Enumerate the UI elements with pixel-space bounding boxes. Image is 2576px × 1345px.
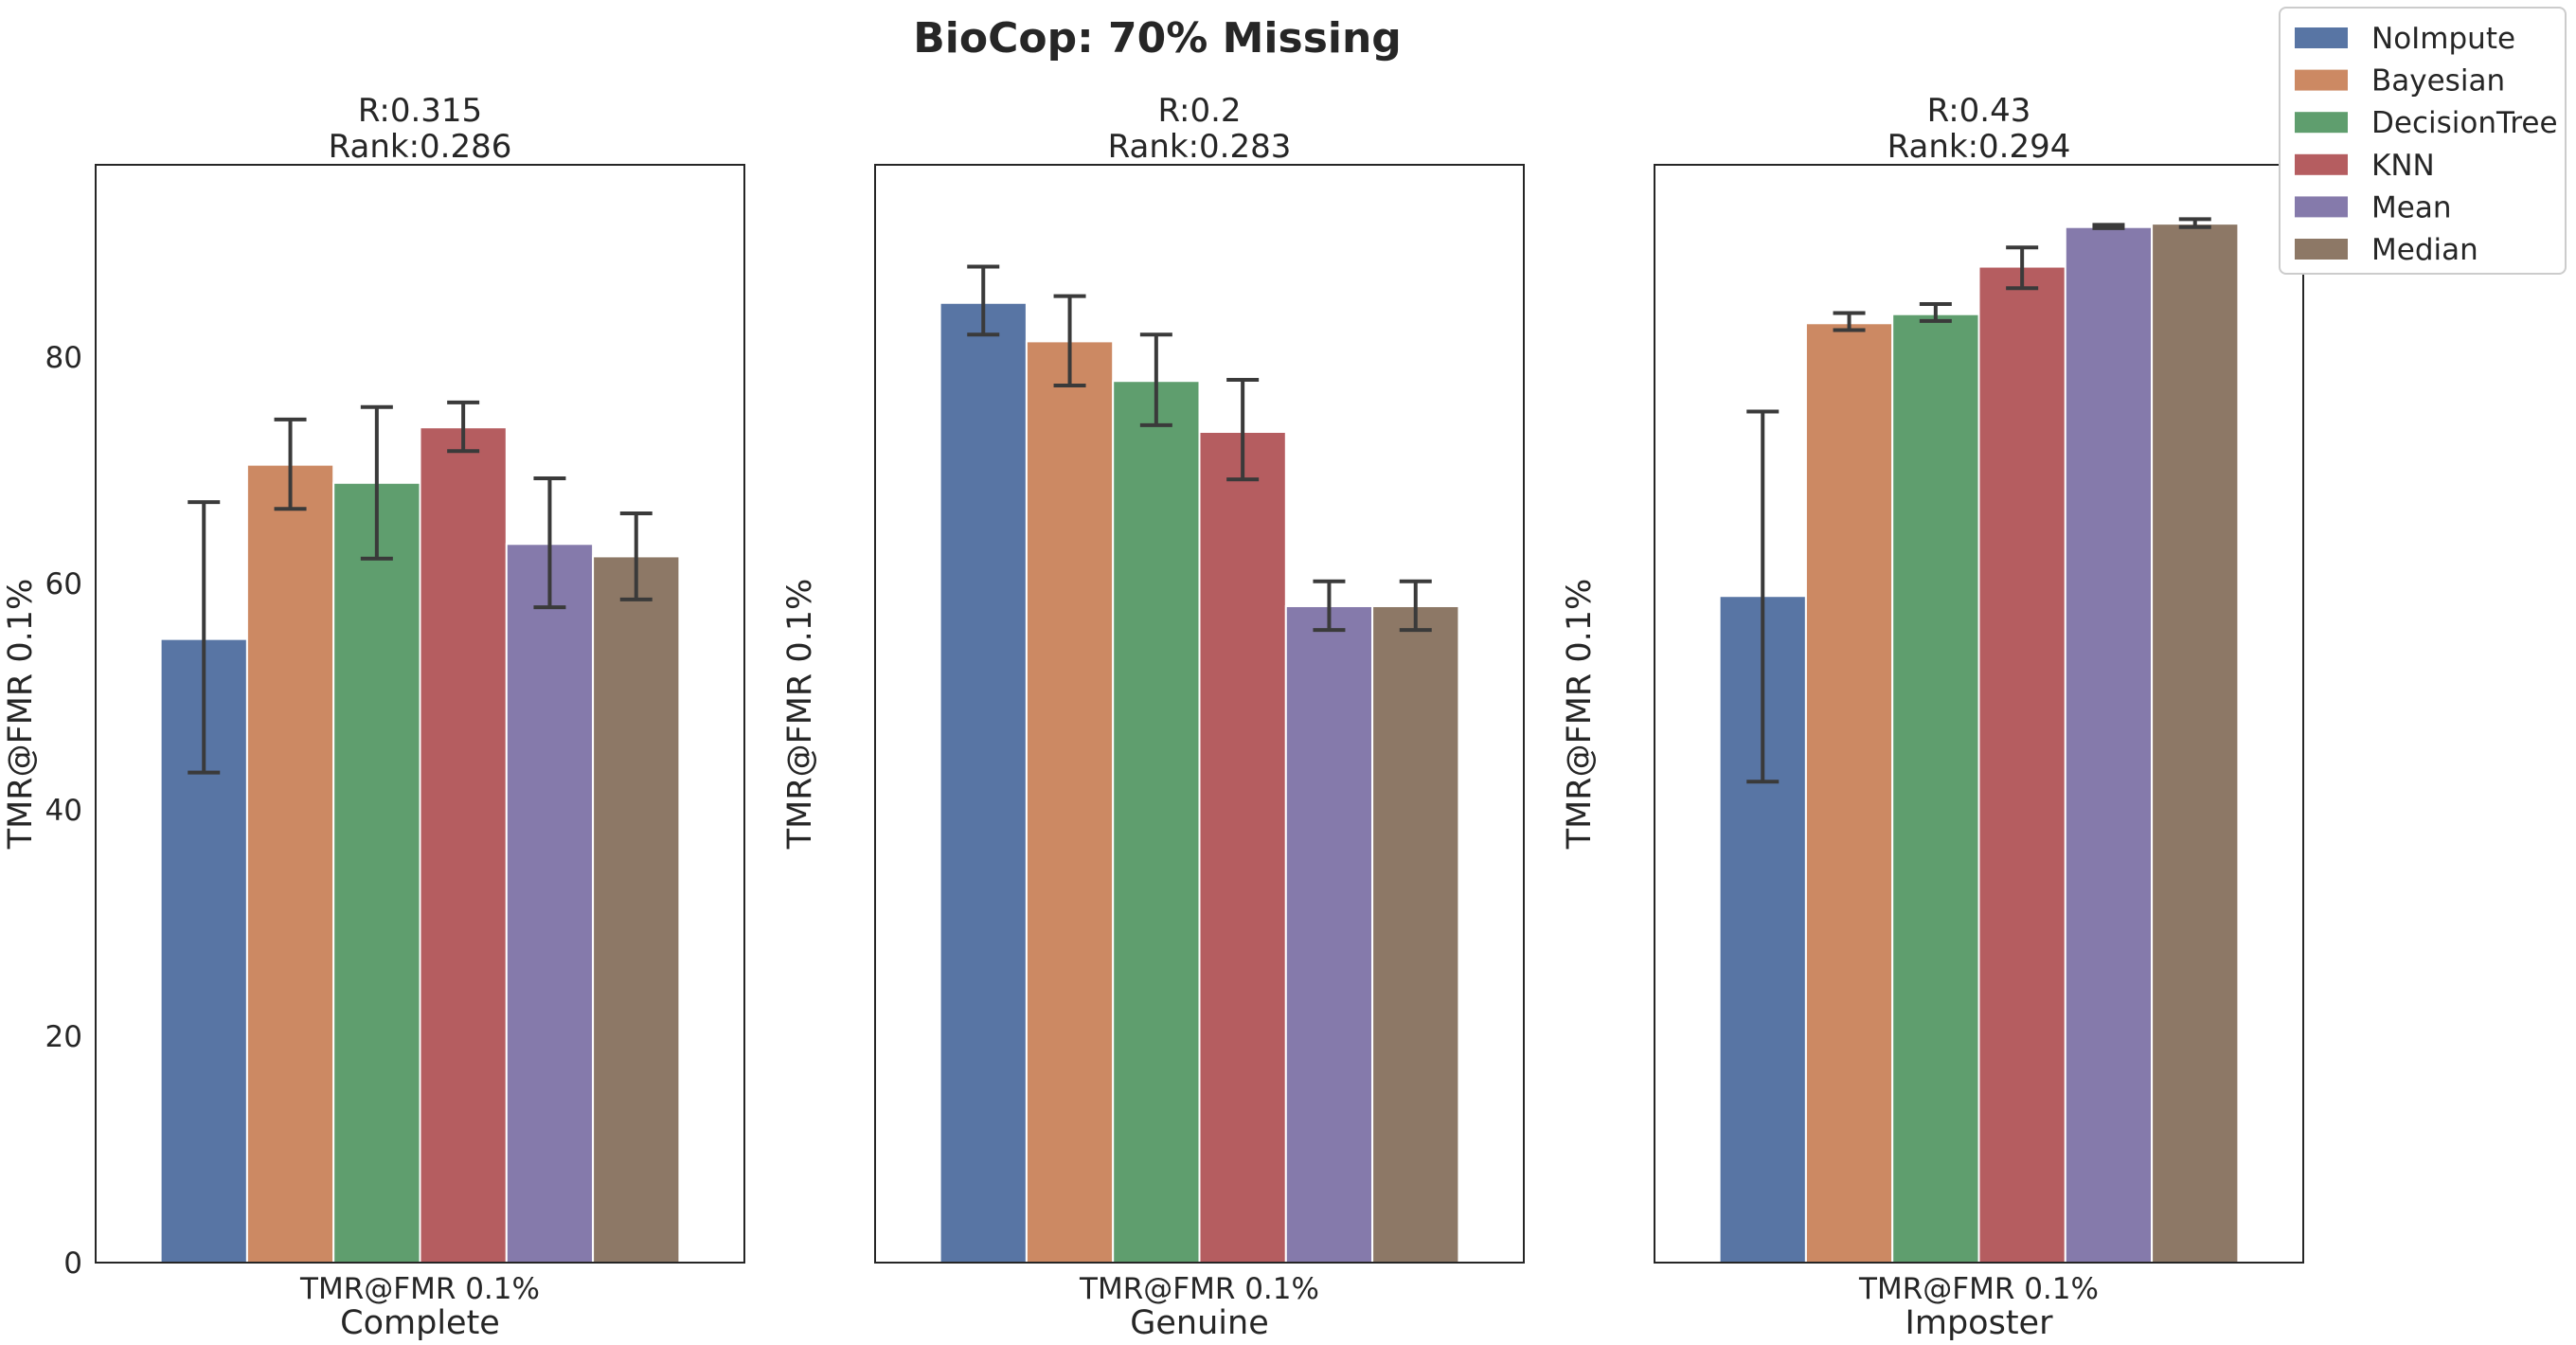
errorbar-knn <box>1226 378 1260 482</box>
subplot-title-rank: Rank:0.286 <box>329 128 512 166</box>
errorbar-median <box>2178 217 2211 229</box>
legend-label: Mean <box>2371 190 2451 224</box>
x-tick-label: TMR@FMR 0.1% <box>1079 1272 1319 1306</box>
errorbar-median <box>1399 579 1432 633</box>
errorbar-median <box>619 511 653 601</box>
legend-label: KNN <box>2371 149 2435 183</box>
bar-mean <box>505 543 595 1264</box>
bar-noimpute <box>939 301 1028 1264</box>
legend: NoImpute Bayesian DecisionTree KNN Mean Media… <box>2279 7 2567 275</box>
legend-item-knn: KNN <box>2295 149 2435 183</box>
subplot-title-r: R:0.315 <box>358 92 482 130</box>
legend-swatch <box>2295 69 2348 91</box>
errorbar-noimpute <box>188 500 221 775</box>
errorbar-decisiontree <box>1139 332 1172 427</box>
bar-decisiontree <box>1891 313 1980 1264</box>
y-axis-label: TMR@FMR 0.1% <box>2 579 40 851</box>
errorbar-mean <box>533 475 566 610</box>
legend-swatch <box>2295 153 2348 175</box>
legend-swatch <box>2295 112 2348 134</box>
errorbar-bayesian <box>1833 311 1866 332</box>
errorbar-knn <box>447 400 480 454</box>
y-axis-label: TMR@FMR 0.1% <box>781 579 819 851</box>
y-tick-label: 0 <box>63 1246 82 1281</box>
errorbar-knn <box>2006 245 2039 291</box>
x-tick-label: TMR@FMR 0.1% <box>299 1272 540 1306</box>
y-tick-label: 60 <box>45 567 82 601</box>
x-axis-label: Complete <box>340 1304 500 1342</box>
x-axis-label: Genuine <box>1130 1304 1268 1342</box>
subplot-title-rank: Rank:0.283 <box>1108 128 1292 166</box>
subplot-title-r: R:0.43 <box>1927 92 2031 130</box>
legend-label: NoImpute <box>2371 22 2515 56</box>
legend-item-median: Median <box>2295 233 2478 267</box>
bar-mean <box>2064 225 2154 1264</box>
legend-label: DecisionTree <box>2371 106 2558 140</box>
bar-knn <box>1977 265 2066 1264</box>
bar-bayesian <box>1025 340 1115 1264</box>
errorbar-noimpute <box>967 264 1000 337</box>
errorbar-decisiontree <box>1919 301 1952 323</box>
x-axis-label: Imposter <box>1905 1304 2054 1342</box>
bar-decisiontree <box>332 481 421 1264</box>
legend-item-noimpute: NoImpute <box>2295 22 2515 56</box>
legend-swatch <box>2295 196 2348 218</box>
bar-decisiontree <box>1112 380 1201 1264</box>
legend-item-bayesian: Bayesian <box>2295 64 2505 99</box>
axes-frame <box>874 164 1525 1264</box>
subplot-title-rank: Rank:0.294 <box>1887 128 2071 166</box>
bar-median <box>592 555 681 1264</box>
y-tick-label: 80 <box>45 341 82 375</box>
bar-knn <box>419 426 508 1264</box>
bar-bayesian <box>245 463 335 1264</box>
bar-mean <box>1284 604 1374 1264</box>
legend-item-decisiontree: DecisionTree <box>2295 106 2558 140</box>
errorbar-bayesian <box>274 417 307 511</box>
bar-knn <box>1198 430 1287 1264</box>
bar-bayesian <box>1804 322 1894 1264</box>
errorbar-mean <box>2092 223 2125 230</box>
y-axis-label: TMR@FMR 0.1% <box>1561 579 1599 851</box>
figure-title: BioCop: 70% Missing <box>913 14 1402 63</box>
legend-swatch <box>2295 239 2348 260</box>
errorbar-noimpute <box>1746 409 1780 784</box>
errorbar-decisiontree <box>360 404 393 561</box>
bar-median <box>1371 604 1460 1264</box>
bar-median <box>2151 223 2240 1264</box>
legend-item-mean: Mean <box>2295 190 2451 224</box>
y-tick-label: 40 <box>45 794 82 828</box>
errorbar-bayesian <box>1053 294 1086 387</box>
axes-frame <box>1654 164 2304 1264</box>
legend-frame <box>2279 7 2567 275</box>
legend-swatch <box>2295 27 2348 48</box>
x-tick-label: TMR@FMR 0.1% <box>1858 1272 2099 1306</box>
legend-label: Bayesian <box>2371 64 2505 99</box>
y-tick-label: 20 <box>45 1020 82 1054</box>
legend-label: Median <box>2371 233 2478 267</box>
subplot-title-r: R:0.2 <box>1157 92 1241 130</box>
axes-frame <box>95 164 745 1264</box>
errorbar-mean <box>1313 579 1346 633</box>
